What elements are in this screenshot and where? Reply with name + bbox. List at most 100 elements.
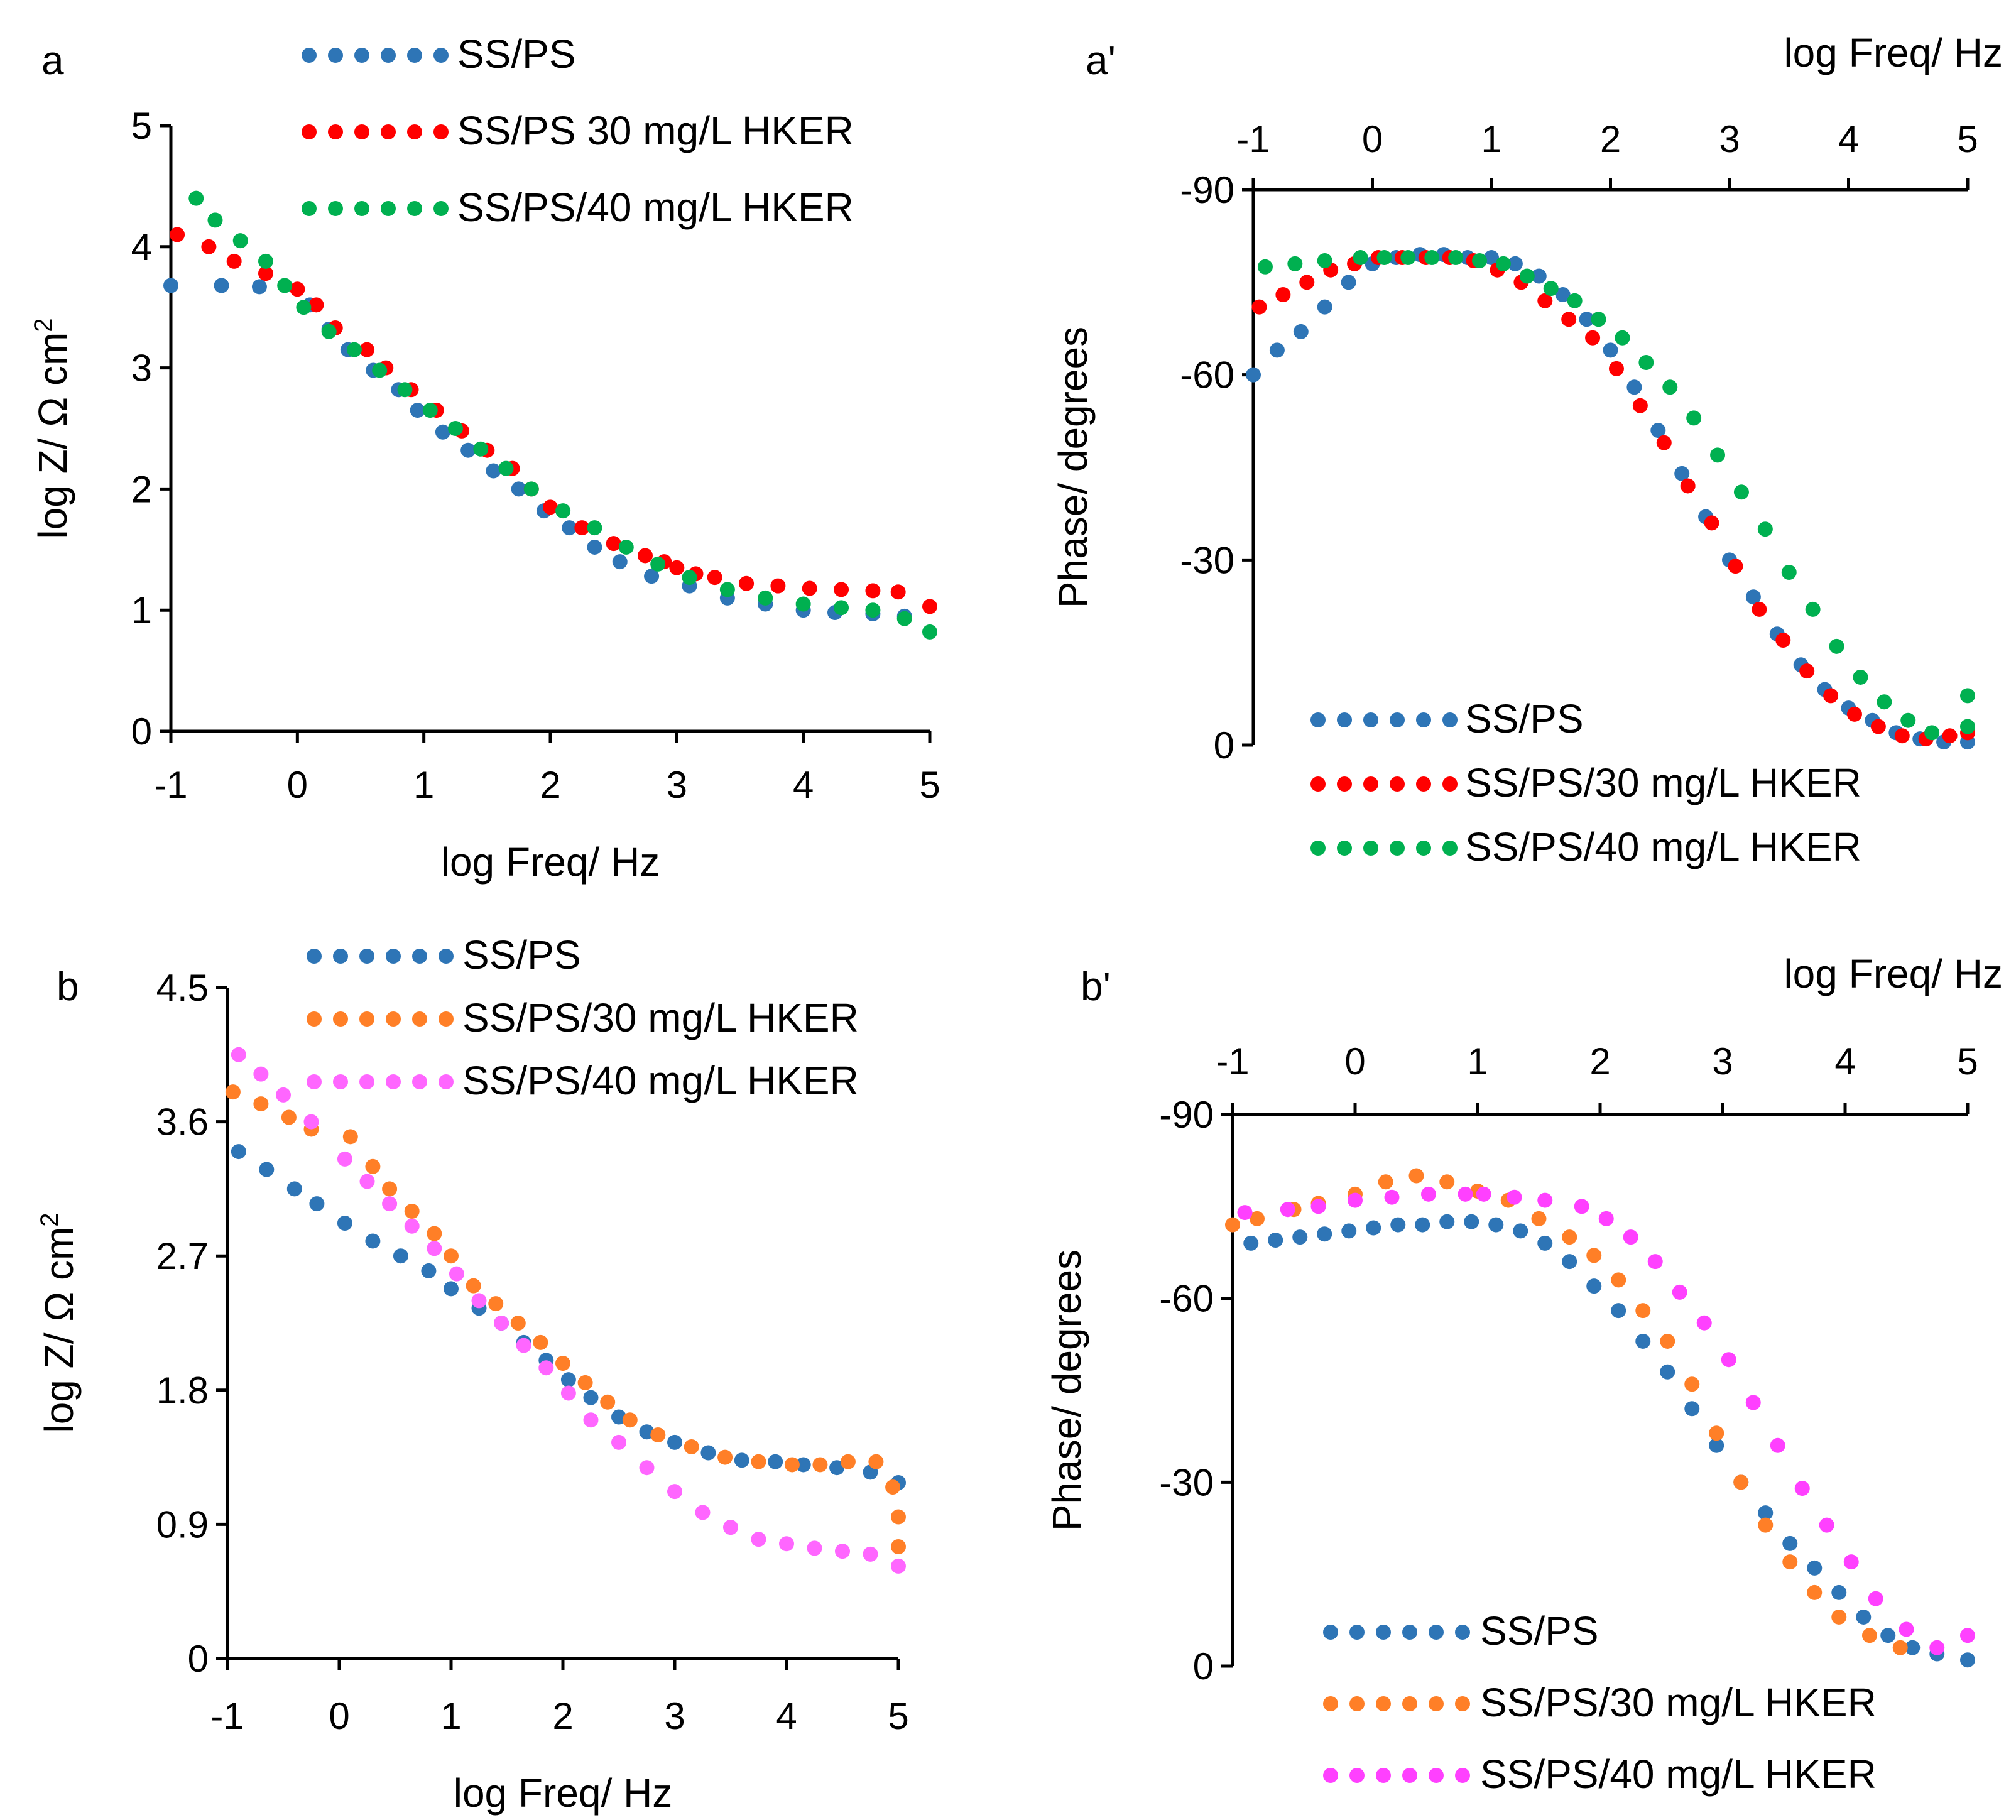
data-point xyxy=(1376,250,1392,266)
data-point xyxy=(890,584,906,600)
data-point xyxy=(253,1096,269,1112)
data-point xyxy=(201,239,217,254)
legend-marker xyxy=(1323,1696,1338,1711)
y-tick-label: 2.7 xyxy=(156,1235,209,1277)
data-point xyxy=(214,278,229,293)
data-point xyxy=(719,582,735,597)
legend-marker xyxy=(307,1011,322,1027)
data-point xyxy=(1709,1437,1724,1453)
data-point xyxy=(1299,275,1315,290)
data-point xyxy=(422,403,438,418)
data-point xyxy=(1721,1352,1736,1368)
data-point xyxy=(359,342,375,357)
x-tick-label: 1 xyxy=(1481,118,1501,160)
data-point xyxy=(1424,250,1440,266)
legend-marker xyxy=(433,201,449,216)
legend-marker xyxy=(1363,841,1378,856)
data-point xyxy=(667,1484,682,1500)
data-point xyxy=(1495,256,1511,271)
legend-marker xyxy=(307,949,322,964)
legend-marker xyxy=(302,124,317,139)
data-point xyxy=(577,1375,593,1390)
data-point xyxy=(543,499,558,515)
data-point xyxy=(1635,1303,1651,1319)
legend-marker xyxy=(1455,1625,1470,1640)
data-point xyxy=(1672,1284,1687,1300)
data-point xyxy=(486,463,501,479)
y-tick-label: 2 xyxy=(131,468,152,510)
data-point xyxy=(779,1536,794,1552)
data-point xyxy=(1390,1217,1406,1233)
data-point xyxy=(891,1509,906,1525)
data-point xyxy=(1608,361,1624,376)
legend-label: SS/PS 30 mg/L HKER xyxy=(457,108,854,153)
legend: SS/PS SS/PS/30 mg/L HKER SS/PS/40 mg/L HKE… xyxy=(1323,1608,1877,1797)
legend-label: SS/PS/30 mg/L HKER xyxy=(1465,760,1861,805)
legend-marker xyxy=(1402,1625,1417,1640)
data-point xyxy=(723,1520,738,1535)
data-point xyxy=(1868,1591,1883,1606)
data-point xyxy=(587,539,602,555)
data-point xyxy=(600,1394,616,1410)
y-tick-label: 0 xyxy=(1214,724,1234,766)
legend: SS/PS SS/PS/30 mg/L HKER SS/PS/40 mg/L HKE… xyxy=(307,932,859,1103)
data-point xyxy=(1758,1517,1774,1533)
data-point xyxy=(1660,1364,1675,1380)
data-point xyxy=(1603,342,1618,358)
legend-marker xyxy=(381,124,396,139)
legend-label: SS/PS/40 mg/L HKER xyxy=(1465,824,1861,869)
panel-label-a-prime: a' xyxy=(1086,38,1116,83)
data-point xyxy=(1415,1217,1430,1233)
data-point xyxy=(382,1196,398,1212)
data-point xyxy=(1615,330,1630,346)
data-point xyxy=(1680,478,1696,494)
data-point xyxy=(1439,1174,1455,1190)
data-point xyxy=(1782,1535,1798,1551)
data-point xyxy=(1561,312,1577,327)
x-tick-label: 0 xyxy=(329,1695,349,1737)
data-point xyxy=(1366,1220,1381,1236)
data-point xyxy=(427,1226,442,1241)
legend-marker xyxy=(328,48,343,63)
legend-marker xyxy=(1337,841,1352,856)
data-point xyxy=(1348,1192,1363,1208)
x-tick-label: -1 xyxy=(210,1695,244,1737)
data-point xyxy=(1562,1229,1577,1245)
data-point xyxy=(1257,259,1273,275)
data-point xyxy=(1770,1437,1785,1453)
legend-marker xyxy=(359,949,374,964)
data-point xyxy=(1781,564,1797,580)
data-point xyxy=(768,1454,783,1469)
data-point xyxy=(471,1293,487,1309)
x-tick-label: 0 xyxy=(287,764,308,806)
data-point xyxy=(1537,1192,1553,1208)
data-point xyxy=(1611,1303,1626,1319)
legend-marker xyxy=(1416,776,1431,792)
data-point xyxy=(225,1084,241,1100)
legend-marker xyxy=(412,949,427,964)
data-point xyxy=(758,590,773,606)
data-point xyxy=(435,424,450,440)
data-point xyxy=(1942,728,1958,744)
data-point xyxy=(1317,253,1332,268)
data-point xyxy=(1484,250,1499,266)
y-tick-label: 4.5 xyxy=(156,967,209,1009)
data-point xyxy=(253,1066,269,1082)
data-point xyxy=(277,278,293,293)
legend-marker xyxy=(381,201,396,216)
data-point xyxy=(1799,663,1815,679)
data-point xyxy=(1310,1199,1326,1214)
data-point xyxy=(1598,1211,1614,1226)
series-3 xyxy=(1257,250,1975,741)
data-point xyxy=(1531,1211,1547,1226)
panel-label-b-prime: b' xyxy=(1081,964,1111,1009)
data-point xyxy=(667,1434,682,1450)
data-point xyxy=(682,570,697,586)
x-tick-label: 2 xyxy=(552,1695,573,1737)
data-point xyxy=(516,1338,531,1353)
legend-marker xyxy=(1310,712,1326,727)
series-3 xyxy=(188,190,937,640)
data-point xyxy=(1733,1474,1749,1490)
x-tick-label: 3 xyxy=(667,764,687,806)
legend-label: SS/PS xyxy=(1480,1608,1599,1654)
